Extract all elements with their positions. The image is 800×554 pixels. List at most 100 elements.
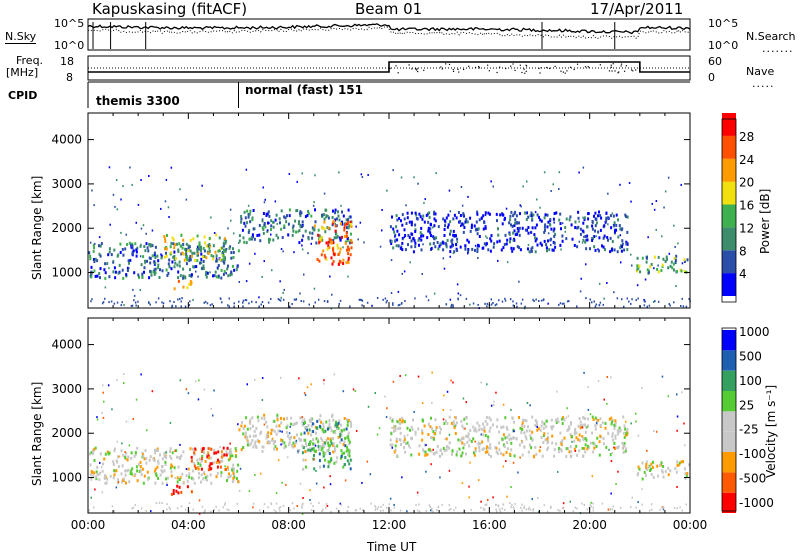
data-cell [521,503,523,506]
data-cell [481,448,484,451]
data-cell [293,436,296,440]
data-cell [350,239,353,242]
data-cell [207,456,210,460]
data-cell [101,469,104,473]
data-cell [389,225,392,229]
data-cell [141,272,144,276]
data-cell [577,424,580,428]
data-cell [215,275,218,279]
data-cell [614,421,617,425]
data-cell [680,269,683,273]
data-cell [318,459,321,463]
data-cell [247,440,250,444]
data-cell [269,238,271,242]
data-cell [363,241,365,244]
data-cell [605,219,608,223]
data-cell [121,480,123,484]
data-cell [502,465,505,468]
data-cell [179,274,182,278]
colorbar-tick-label: 28 [739,130,754,144]
data-cell [193,481,196,485]
data-cell [321,226,324,230]
data-cell [399,426,402,430]
data-cell [420,248,423,252]
data-cell [429,425,432,429]
data-cell [474,248,476,252]
data-cell [190,490,193,494]
data-cell [216,471,219,475]
data-cell [318,452,321,456]
data-cell [109,223,111,226]
data-cell [225,453,228,457]
data-cell [280,296,282,299]
data-cell [238,300,240,303]
data-cell [313,453,315,457]
data-cell [317,298,320,301]
data-cell [195,265,198,268]
data-cell [417,375,420,378]
data-cell [347,260,350,264]
data-cell [599,417,602,421]
data-cell [475,220,478,224]
data-cell [569,422,572,426]
data-cell [550,244,552,246]
data-cell [449,229,452,233]
data-cell [537,497,539,500]
data-cell [520,506,522,509]
data-cell [203,249,206,253]
data-cell [607,223,609,226]
data-cell [567,447,570,451]
data-cell [635,506,637,509]
data-cell [131,242,134,246]
data-cell [547,440,550,444]
data-cell [280,227,283,231]
data-cell [283,417,285,421]
data-cell [220,297,222,300]
data-cell [261,450,264,453]
data-cell [336,427,339,431]
data-cell [104,452,107,456]
data-cell [578,449,581,453]
data-cell [135,398,138,401]
data-cell [607,508,610,511]
data-cell [251,218,254,222]
data-cell [512,461,515,464]
data-cell [311,509,313,512]
data-cell [523,424,526,428]
data-cell [549,223,552,227]
data-cell [225,272,227,275]
data-cell [565,447,568,451]
data-cell [319,465,322,469]
data-cell [279,509,281,512]
data-cell [208,243,211,246]
data-cell [540,299,543,302]
data-cell [478,235,481,238]
colorbar-swatch [722,391,736,412]
data-cell [452,424,455,428]
data-cell [620,249,623,253]
data-cell [461,482,464,485]
data-cell [228,246,231,250]
data-cell [525,218,528,221]
data-cell [252,506,254,509]
data-cell [345,449,348,453]
data-cell [142,481,145,485]
data-cell [246,427,249,431]
data-cell [403,217,406,221]
data-cell [90,265,93,269]
data-cell [511,504,513,507]
nave-dot [610,64,612,66]
data-cell [610,460,613,463]
data-cell [200,257,203,261]
data-cell [608,417,611,421]
data-cell [501,222,504,226]
data-cell [225,450,228,454]
data-cell [606,376,609,378]
data-cell [430,247,433,250]
data-cell [317,438,319,442]
data-cell [340,434,343,437]
data-cell [683,269,686,273]
data-cell [248,302,250,305]
data-cell [190,254,193,258]
data-cell [585,297,587,300]
